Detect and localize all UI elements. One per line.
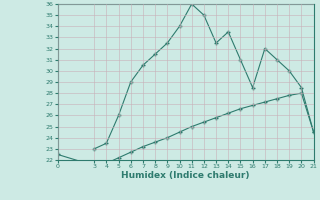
X-axis label: Humidex (Indice chaleur): Humidex (Indice chaleur) [121, 171, 250, 180]
